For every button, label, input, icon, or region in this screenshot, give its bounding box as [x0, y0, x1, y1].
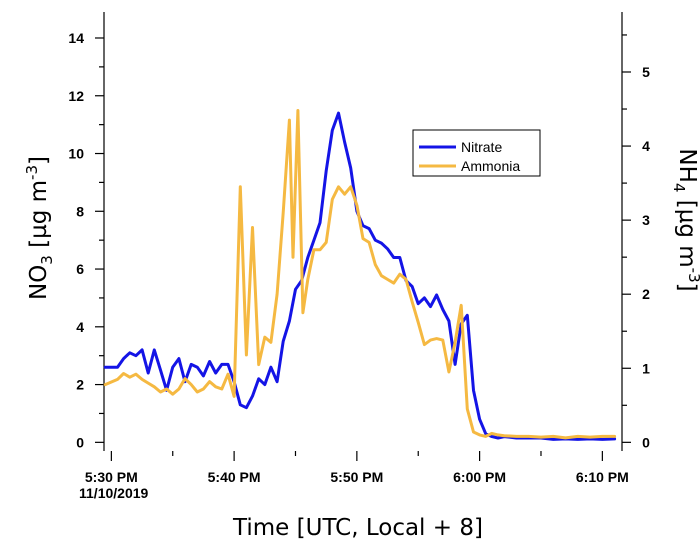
x-tick-label: 5:50 PM — [330, 469, 383, 485]
right-tick-label: 1 — [642, 360, 650, 376]
legend-label-nitrate: Nitrate — [461, 139, 502, 155]
series-layer — [103, 109, 617, 441]
x-ticks: 5:30 PM 5:40 PM 5:50 PM 6:00 PM 6:10 PM — [85, 451, 629, 485]
legend-box — [412, 129, 541, 177]
left-tick-label: 0 — [76, 434, 84, 450]
legend-label-ammonia: Ammonia — [461, 158, 520, 174]
left-tick-label: 12 — [68, 88, 84, 104]
right-tick-label: 4 — [642, 138, 650, 154]
right-tick-label: 0 — [642, 434, 650, 450]
left-tick-label: 2 — [76, 377, 84, 393]
left-tick-label: 6 — [76, 261, 84, 277]
left-tick-label: 14 — [68, 30, 84, 46]
x-tick-label: 5:40 PM — [208, 469, 261, 485]
x-tick-label: 5:30 PM — [85, 469, 138, 485]
left-axis-title: NO3 [µg m-3] — [23, 156, 56, 300]
right-tick-label: 3 — [642, 212, 650, 228]
left-y-ticks: 0 2 4 6 8 10 12 14 — [68, 30, 104, 450]
left-tick-label: 10 — [68, 146, 84, 162]
left-tick-label: 8 — [76, 203, 84, 219]
x-tick-label: 6:00 PM — [453, 469, 506, 485]
right-axis-title: NH4 [µg m-3] — [670, 148, 700, 291]
right-tick-label: 2 — [642, 286, 650, 302]
legend: Nitrate Ammonia — [412, 129, 541, 177]
left-tick-label: 4 — [76, 319, 84, 335]
right-y-ticks: 0 1 2 3 4 5 — [622, 34, 650, 450]
x-axis-title: Time [UTC, Local + 8] — [232, 515, 483, 541]
x-tick-label: 6:10 PM — [576, 469, 629, 485]
series-line-ammonia — [103, 109, 617, 440]
right-tick-label: 5 — [642, 64, 650, 80]
date-label: 11/10/2019 — [79, 485, 149, 501]
plot-frame — [103, 12, 623, 451]
